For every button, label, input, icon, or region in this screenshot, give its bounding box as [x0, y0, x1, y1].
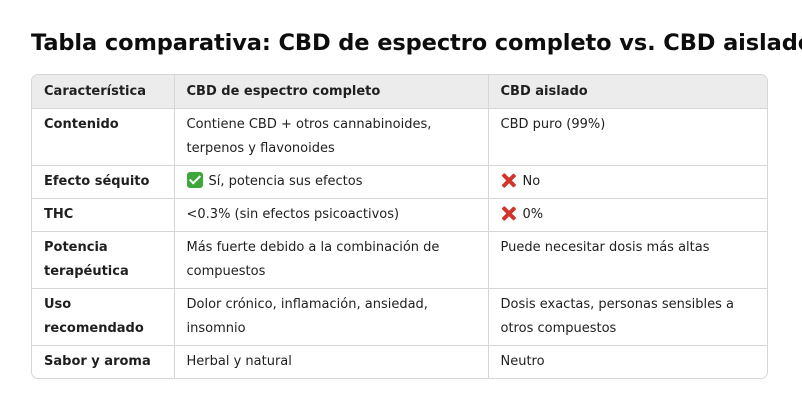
cell-full-spectrum: Contiene CBD + otros cannabinoides, terp…	[174, 108, 489, 166]
cell-isolate: Neutro	[500, 354, 545, 369]
cross-mark-icon	[501, 173, 516, 188]
comparison-table: Característica CBD de espectro completo …	[32, 75, 767, 378]
row-label-sabor-y-aroma: Sabor y aroma	[32, 345, 175, 378]
cell-full-spectrum: <0.3% (sin efectos psicoactivos)	[174, 198, 489, 232]
table-row: Efecto séquito Sí, potencia sus efectos …	[32, 165, 767, 199]
table-row: Sabor y aroma Herbal y natural Neutro	[32, 345, 767, 378]
cell-text: Sí, potencia sus efectos	[208, 174, 363, 189]
cell-text: No	[522, 174, 541, 189]
check-mark-icon	[186, 172, 203, 188]
row-label-thc: THC	[32, 198, 175, 232]
cell-isolate: Puede necesitar dosis más altas	[488, 231, 767, 289]
row-label-efecto-sequito: Efecto séquito	[32, 165, 175, 199]
row-label-contenido: Contenido	[32, 108, 175, 166]
table-row: Contenido Contiene CBD + otros cannabino…	[32, 108, 767, 166]
cell-isolate: CBD puro (99%)	[488, 108, 767, 166]
column-header-feature: Característica	[32, 75, 175, 109]
table-row: THC <0.3% (sin efectos psicoactivos) 0%	[32, 198, 767, 232]
cell-isolate: No	[488, 165, 767, 199]
page-title: Tabla comparativa: CBD de espectro compl…	[31, 30, 802, 56]
row-label-potencia-terapeutica: Potencia terapéutica	[32, 231, 175, 289]
cell-isolate: Dosis exactas, personas sensibles a otro…	[488, 288, 767, 346]
column-header-full-spectrum: CBD de espectro completo	[174, 75, 489, 109]
table-header-row: Característica CBD de espectro completo …	[32, 75, 767, 109]
cross-mark-icon	[501, 206, 516, 221]
column-header-isolate: CBD aislado	[488, 75, 767, 109]
cell-full-spectrum: Dolor crónico, inflamación, ansiedad, in…	[174, 288, 489, 346]
cell-full-spectrum: Herbal y natural	[174, 345, 489, 378]
cell-text: 0%	[522, 207, 544, 222]
table-row: Uso recomendado Dolor crónico, inflamaci…	[32, 288, 767, 346]
row-label-uso-recomendado: Uso recomendado	[32, 288, 175, 346]
comparison-table-container: Característica CBD de espectro completo …	[31, 74, 768, 379]
cell-full-spectrum: Más fuerte debido a la combinación de co…	[174, 231, 489, 289]
cell-full-spectrum: Sí, potencia sus efectos	[174, 165, 489, 199]
cell-isolate: 0%	[488, 198, 767, 232]
table-row: Potencia terapéutica Más fuerte debido a…	[32, 231, 767, 289]
